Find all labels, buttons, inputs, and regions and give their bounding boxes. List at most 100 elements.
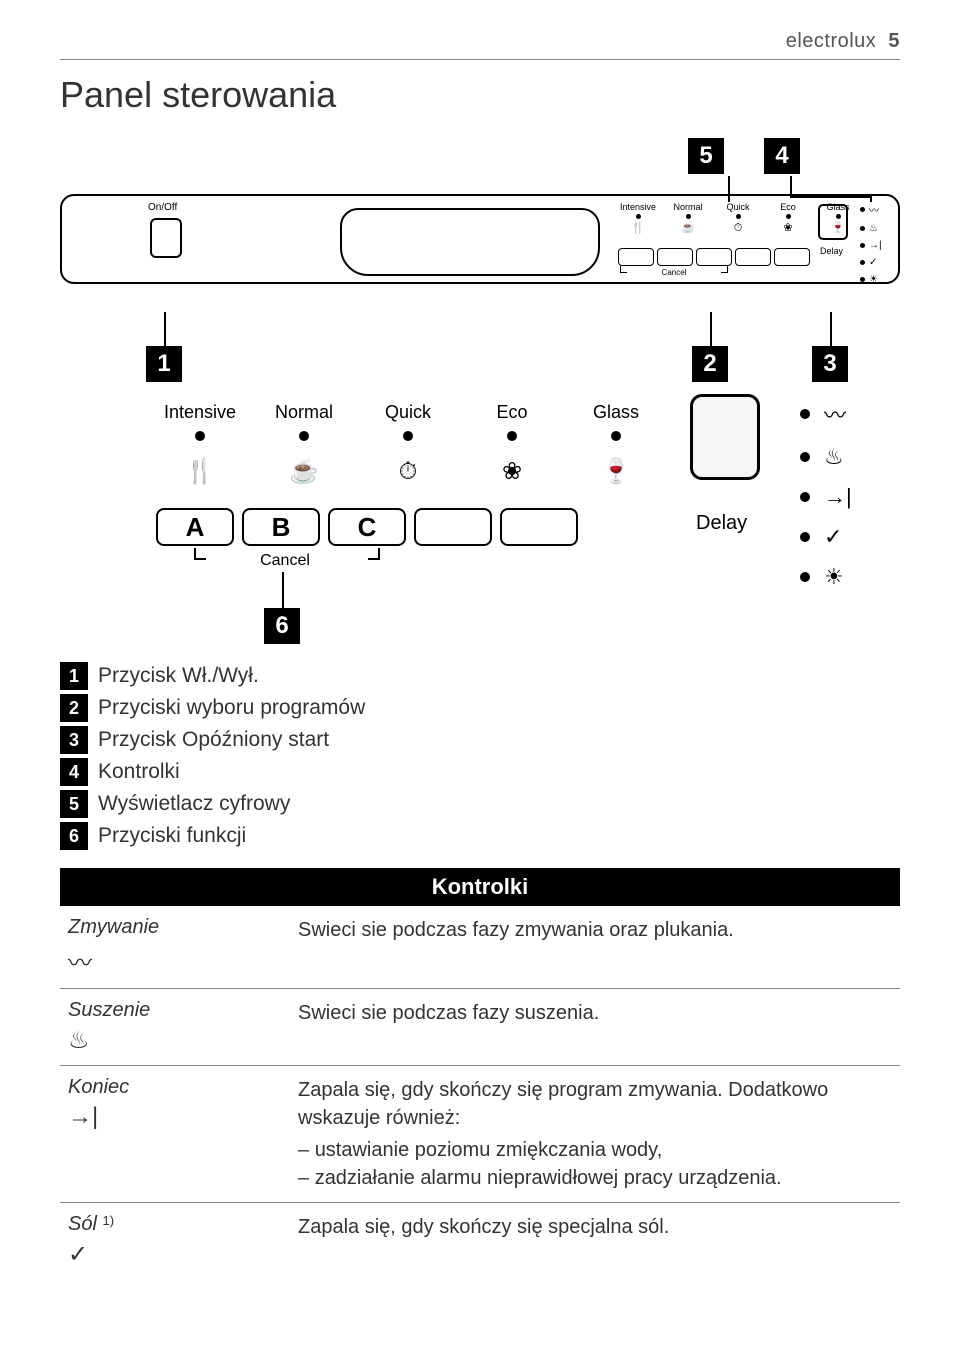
- k-desc-3: Zapala się, gdy skończy się specjalna só…: [298, 1213, 892, 1269]
- k-bullet-2-0: ustawianie poziomu zmiękczania wody,: [298, 1136, 892, 1164]
- prog-eco-sm: Eco: [780, 202, 796, 212]
- mid-callouts: 1 2 3: [60, 312, 900, 372]
- digital-display: [690, 394, 760, 480]
- kontrolki-title: Kontrolki: [60, 868, 900, 906]
- prog-normal-sm: Normal: [673, 202, 702, 212]
- k-desc-1: Swieci sie podczas fazy suszenia.: [298, 999, 892, 1055]
- kontrolki-row-koniec: Koniec →| Zapala się, gdy skończy się pr…: [60, 1066, 900, 1203]
- prog-intensive-sm: Intensive: [620, 202, 656, 212]
- onoff-label: On/Off: [148, 202, 177, 213]
- legend-text-3: Przycisk Opóźniony start: [98, 728, 329, 752]
- kontrolki-row-sol: Sól 1) ✓ Zapala się, gdy skończy się spe…: [60, 1203, 900, 1279]
- k-bullets-2: ustawianie poziomu zmiękczania wody, zad…: [298, 1136, 892, 1192]
- header-rule: [60, 59, 900, 60]
- k-bullet-2-1: zadziałanie alarmu nieprawidłowej pracy …: [298, 1164, 892, 1192]
- program-buttons-small: [618, 248, 810, 266]
- end-icon: →|: [68, 1103, 298, 1131]
- kontrolki-row-zmywanie: Zmywanie 〰 Swieci sie podczas fazy zmywa…: [60, 906, 900, 989]
- func-b-label: B: [272, 512, 291, 543]
- func-button-b[interactable]: B: [242, 508, 320, 546]
- dry-icon: ♨: [68, 1026, 298, 1055]
- delay-label: Delay: [696, 512, 747, 535]
- prog-quick-sm: Quick: [726, 202, 749, 212]
- ind-1-sm: ♨: [869, 223, 878, 234]
- cancel-label-sm: Cancel: [620, 268, 728, 277]
- callout-2: 2: [692, 346, 728, 382]
- legend-text-6: Przyciski funkcji: [98, 824, 246, 848]
- ind-4: ☀: [824, 564, 844, 590]
- btn-b-sm[interactable]: [657, 248, 693, 266]
- legend-num-4: 4: [60, 758, 88, 786]
- wash-icon: 〰: [68, 943, 298, 978]
- callout-1: 1: [146, 346, 182, 382]
- ind-0-sm: 〰: [869, 202, 879, 217]
- legend-text-2: Przyciski wyboru programów: [98, 696, 365, 720]
- ind-1: ♨: [824, 444, 844, 470]
- kontrolki-row-suszenie: Suszenie ♨ Swieci sie podczas fazy susze…: [60, 989, 900, 1066]
- leader-2: [710, 312, 712, 346]
- legend-text-4: Kontrolki: [98, 760, 180, 784]
- prog-icon-1-sm: ☕: [681, 222, 695, 234]
- ind-2-sm: →|: [869, 240, 882, 251]
- prog-icon-4: 🍷: [576, 458, 656, 487]
- k-name-1: Suszenie: [68, 999, 150, 1021]
- page-title: Panel sterowania: [60, 74, 900, 116]
- function-buttons: A B C: [156, 508, 578, 546]
- ind-0: 〰: [824, 398, 846, 430]
- legend-num-2: 2: [60, 694, 88, 722]
- prog-icon-2: ⏱: [368, 458, 448, 487]
- btn-5-sm[interactable]: [774, 248, 810, 266]
- cancel-label: Cancel: [160, 552, 410, 570]
- prog-icon-3-sm: ❀: [783, 222, 792, 234]
- prog-normal: Normal: [275, 402, 333, 422]
- indicator-column-sm: 〰 ♨ →| ✓ ☀: [860, 202, 882, 285]
- prog-icon-1: ☕: [264, 458, 344, 487]
- k-sup-3: 1): [102, 1213, 114, 1228]
- top-callouts: 5 4: [60, 138, 900, 174]
- func-button-a[interactable]: A: [156, 508, 234, 546]
- prog-icon-0: 🍴: [160, 458, 240, 487]
- page-header: electrolux 5: [60, 30, 900, 53]
- callout-5: 5: [688, 138, 724, 174]
- func-button-c[interactable]: C: [328, 508, 406, 546]
- k-desc-2: Zapala się, gdy skończy się program zmyw…: [298, 1079, 828, 1129]
- k-name-0: Zmywanie: [68, 916, 159, 938]
- leader-6: [282, 572, 284, 608]
- prog-icon-3: ❀: [472, 458, 552, 487]
- btn-a-sm[interactable]: [618, 248, 654, 266]
- k-name-2: Koniec: [68, 1076, 129, 1098]
- legend-num-6: 6: [60, 822, 88, 850]
- func-button-4[interactable]: [414, 508, 492, 546]
- func-button-5[interactable]: [500, 508, 578, 546]
- brand-text: electrolux: [786, 30, 877, 52]
- legend-text-5: Wyświetlacz cyfrowy: [98, 792, 290, 816]
- leader-3: [830, 312, 832, 346]
- legend-num-5: 5: [60, 790, 88, 818]
- display-small: [818, 204, 848, 240]
- ind-3-sm: ✓: [869, 257, 877, 268]
- prog-quick: Quick: [385, 402, 431, 422]
- btn-c-sm[interactable]: [696, 248, 732, 266]
- legend-num-3: 3: [60, 726, 88, 754]
- legend-list: 1Przycisk Wł./Wył. 2Przyciski wyboru pro…: [60, 662, 900, 850]
- panel-diagram-small: On/Off Intensive🍴 Normal☕ Quick⏱ Eco❀ Gl…: [60, 176, 900, 306]
- page-number: 5: [888, 30, 900, 52]
- prog-icon-0-sm: 🍴: [631, 222, 645, 234]
- k-name-3: Sól: [68, 1213, 97, 1235]
- ind-2: →|: [824, 484, 852, 510]
- panel-diagram-zoom: Intensive🍴 Normal☕ Quick⏱ Eco❀ Glass🍷 A …: [160, 402, 860, 632]
- prog-intensive: Intensive: [164, 402, 236, 422]
- prog-glass: Glass: [593, 402, 639, 422]
- ind-4-sm: ☀: [869, 274, 878, 285]
- legend-num-1: 1: [60, 662, 88, 690]
- onoff-button[interactable]: [150, 218, 182, 258]
- func-a-label: A: [186, 512, 205, 543]
- k-desc-0: Swieci sie podczas fazy zmywania oraz pl…: [298, 916, 892, 978]
- callout-3: 3: [812, 346, 848, 382]
- indicator-column: 〰 ♨ →| ✓ ☀: [800, 398, 852, 590]
- ind-3: ✓: [824, 524, 842, 550]
- callout-6: 6: [264, 608, 300, 644]
- btn-4-sm[interactable]: [735, 248, 771, 266]
- prog-eco: Eco: [496, 402, 527, 422]
- callout-4: 4: [764, 138, 800, 174]
